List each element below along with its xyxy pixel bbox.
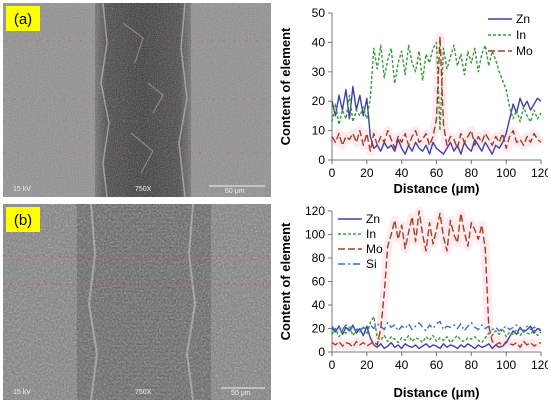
sem-voltage-a: 15 kV bbox=[13, 186, 31, 193]
legend-label-mo: Mo bbox=[516, 44, 533, 58]
x-tick-label: 120 bbox=[531, 358, 548, 372]
line-chart-b: 0 20 40 60 80 100 120 0 20 40 60 80 100 120 Distance (… bbox=[278, 204, 548, 400]
y-tick-label: 40 bbox=[312, 35, 326, 49]
series-line-si-b bbox=[331, 320, 542, 333]
legend-label-mo: Mo bbox=[366, 242, 383, 256]
y-tick-label: 10 bbox=[312, 124, 326, 138]
y-axis-title-b: Content of element bbox=[278, 222, 293, 340]
y-axis-title-a: Content of element bbox=[278, 27, 293, 145]
x-tick-label: 100 bbox=[496, 358, 516, 372]
panel-label-box-a bbox=[6, 6, 40, 31]
x-tick-label: 80 bbox=[465, 166, 479, 180]
panel-label-a: (a) bbox=[14, 11, 32, 28]
series-line-mo-b bbox=[331, 210, 542, 349]
x-tick-label: 20 bbox=[360, 166, 374, 180]
panel-label-b: (b) bbox=[14, 212, 32, 229]
legend-label-in: In bbox=[366, 227, 376, 241]
x-axis-title-b: Distance (μm) bbox=[394, 385, 480, 400]
series-line-in-b bbox=[331, 316, 542, 344]
line-chart-a: 0 20 40 60 80 100 120 0 10 20 30 40 50 Distance (μm) C… bbox=[278, 6, 548, 196]
x-tick-label: 20 bbox=[360, 358, 374, 372]
y-tick-label: 0 bbox=[318, 153, 325, 167]
sem-image-a: (a) 15 kV 750X 50 μm bbox=[3, 3, 271, 197]
sem-image-b: (b) 15 kV 750X 50 μm bbox=[3, 204, 271, 400]
legend-label-si: Si bbox=[366, 257, 377, 271]
x-tick-label: 0 bbox=[329, 166, 336, 180]
x-tick-label: 100 bbox=[496, 166, 516, 180]
y-tick-label: 120 bbox=[305, 204, 325, 218]
y-tick-label: 80 bbox=[312, 251, 326, 265]
series-line-mo-a bbox=[331, 35, 542, 152]
sem-scale-a: 50 μm bbox=[225, 188, 245, 195]
eds-dots-a bbox=[3, 40, 271, 154]
x-tick-label: 60 bbox=[430, 166, 444, 180]
y-tick-label: 30 bbox=[312, 65, 326, 79]
legend-label-in: In bbox=[516, 28, 526, 42]
eds-dots-b bbox=[3, 255, 271, 307]
legend-a: Zn In Mo bbox=[488, 12, 533, 58]
y-tick-label: 50 bbox=[312, 6, 326, 20]
panel-label-box-b bbox=[6, 207, 40, 232]
x-tick-label: 120 bbox=[531, 166, 548, 180]
sem-voltage-b: 15 kV bbox=[13, 389, 31, 396]
x-tick-label: 40 bbox=[395, 166, 409, 180]
legend-label-zn: Zn bbox=[516, 12, 530, 26]
legend-label-zn: Zn bbox=[366, 212, 380, 226]
y-tick-label: 60 bbox=[312, 275, 326, 289]
y-tick-label: 40 bbox=[312, 298, 326, 312]
x-axis-title-a: Distance (μm) bbox=[394, 181, 480, 196]
y-tick-label: 20 bbox=[312, 94, 326, 108]
x-tick-label: 80 bbox=[465, 358, 479, 372]
y-tick-label: 100 bbox=[305, 228, 325, 242]
sem-scale-b: 50 μm bbox=[231, 390, 251, 397]
x-tick-label: 40 bbox=[395, 358, 409, 372]
sem-magnification-b: 750X bbox=[135, 389, 152, 396]
y-tick-label: 20 bbox=[312, 322, 326, 336]
x-tick-label: 0 bbox=[329, 358, 336, 372]
series-line-zn-a bbox=[331, 85, 542, 155]
sem-magnification-a: 750X bbox=[135, 186, 152, 193]
x-tick-label: 60 bbox=[430, 358, 444, 372]
series-line-in-a bbox=[331, 41, 542, 132]
y-tick-label: 0 bbox=[318, 345, 325, 359]
